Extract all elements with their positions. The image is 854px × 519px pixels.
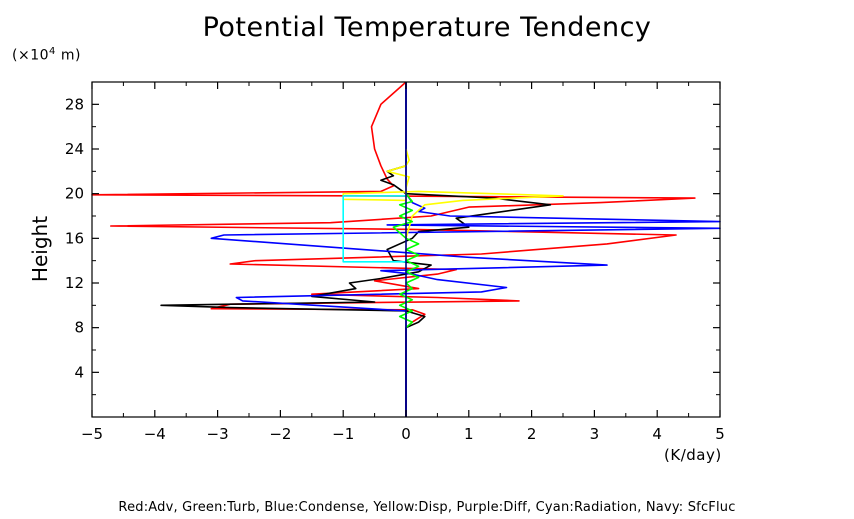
y-unit-exponent: 4: [49, 46, 56, 57]
series-line-2: [210, 82, 721, 417]
y-tick-label: 8: [74, 319, 84, 337]
x-tick-label: 5: [715, 425, 725, 443]
y-tick-label: 24: [65, 140, 84, 158]
y-axis-unit: (×104 m): [12, 46, 81, 64]
series-line-0: [91, 81, 696, 417]
series-line-4: [392, 193, 420, 329]
chart-title: Potential Temperature Tendency: [202, 12, 652, 43]
x-tick-label: −1: [332, 425, 354, 443]
y-tick-label: 4: [74, 363, 84, 381]
y-tick-label: 28: [65, 95, 84, 113]
x-tick-label: 3: [590, 425, 600, 443]
x-tick-label: 0: [401, 425, 411, 443]
x-tick-label: −5: [81, 425, 103, 443]
y-tick-label: 20: [65, 185, 84, 203]
y-unit-suffix: m): [55, 47, 81, 64]
x-tick-label: 4: [652, 425, 662, 443]
x-tick-label: −3: [207, 425, 229, 443]
series-line-1: [160, 82, 552, 417]
x-tick-label: 2: [527, 425, 537, 443]
x-tick-label: 1: [464, 425, 474, 443]
series-line-5: [342, 195, 406, 263]
x-tick-label: −4: [144, 425, 166, 443]
x-tick-label: −2: [269, 425, 291, 443]
series-layer: [91, 81, 721, 417]
y-tick-label: 12: [65, 274, 84, 292]
legend-text: Red:Adv, Green:Turb, Blue:Condense, Yell…: [118, 500, 736, 515]
y-tick-label: 16: [65, 229, 84, 247]
y-unit-prefix: (×10: [12, 47, 50, 64]
x-axis-unit: (K/day): [664, 446, 722, 464]
